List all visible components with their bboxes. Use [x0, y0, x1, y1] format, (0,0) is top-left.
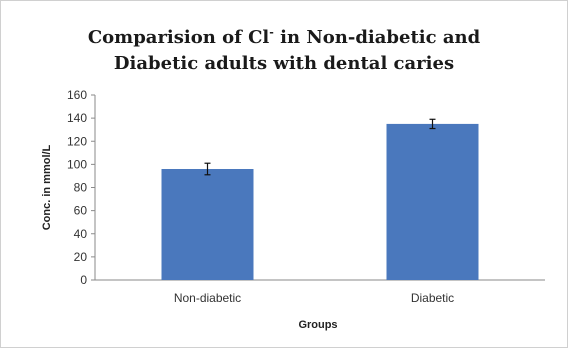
y-tick-label: 160: [67, 88, 87, 102]
chart-title-line-1: Comparision of Cl- in Non-diabetic and: [87, 26, 481, 48]
y-tick-label: 80: [74, 181, 88, 195]
y-tick-label: 100: [67, 157, 87, 171]
x-tick-label: Diabetic: [411, 291, 454, 305]
x-axis-title: Groups: [298, 319, 337, 331]
y-axis-title: Conc. in mmol/L: [41, 144, 53, 230]
bar: [161, 169, 254, 280]
y-tick-label: 0: [80, 273, 87, 287]
y-axis: 0 20 40 60 80 100 120 140 160: [67, 88, 96, 287]
bars: [161, 123, 479, 280]
y-tick-label: 140: [67, 111, 87, 125]
error-bars: [204, 118, 436, 176]
bar: [386, 123, 479, 280]
y-tick-label: 40: [74, 227, 88, 241]
x-axis: Non-diabetic Diabetic: [95, 279, 545, 305]
y-tick-label: 60: [74, 204, 88, 218]
chart-title-line-2: Diabetic adults with dental caries: [113, 53, 455, 74]
x-tick-label: Non-diabetic: [174, 291, 241, 305]
y-tick-label: 120: [67, 134, 87, 148]
y-tick-label: 20: [74, 250, 88, 264]
